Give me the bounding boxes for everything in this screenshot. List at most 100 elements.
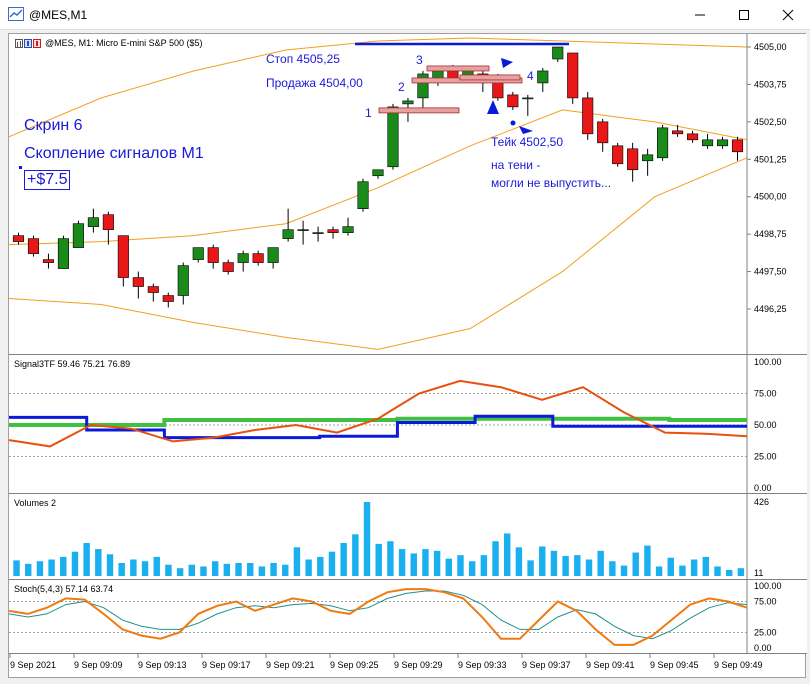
volume-bar	[48, 559, 55, 576]
minimize-button[interactable]	[678, 0, 722, 30]
volume-bar	[293, 547, 301, 576]
candle-bull	[402, 100, 414, 105]
signal-blue-line	[9, 414, 747, 440]
annotation-stop: Стоп 4505,25	[266, 52, 340, 66]
candle-bull	[177, 265, 189, 296]
candle-bull	[552, 46, 564, 60]
annotation-profit: +$7.5	[24, 170, 71, 190]
volume-bar	[130, 559, 137, 576]
signal-label: Signal3TF 59.46 75.21 76.89	[14, 359, 131, 369]
candle-bear	[162, 295, 174, 302]
volume-bar	[667, 557, 674, 576]
signal-axis-label: 50.00	[754, 420, 777, 430]
volume-bar	[480, 555, 488, 576]
volume-bar	[211, 561, 219, 576]
signal-axis-label: 25.00	[754, 452, 777, 462]
volume-bar	[200, 566, 207, 576]
price-tick-label: 4502,50	[754, 117, 787, 127]
time-tick-label: 9 Sep 09:33	[458, 660, 507, 670]
bollinger-middle	[8, 109, 748, 246]
price-tick-label: 4501,25	[754, 154, 787, 164]
volume-bar	[387, 541, 394, 576]
price-pane[interactable]: 4505,00 4503,75 4502,50 4501,25 4500,00 4498,…	[8, 34, 807, 355]
volume-bar	[644, 545, 651, 576]
volume-bar	[176, 568, 184, 576]
annotation-sell: Продажа 4504,00	[266, 76, 363, 90]
volumes-chart: 426 11	[13, 494, 769, 580]
time-tick-label: 9 Sep 09:13	[138, 660, 187, 670]
volume-bar	[574, 555, 581, 576]
stoch-chart: 100.00 75.00 25.00 0.00	[8, 580, 782, 654]
stoch-pane[interactable]: 100.00 75.00 25.00 0.00 Stoch(5,4,3) 57.14 …	[8, 580, 807, 654]
time-axis: 9 Sep 2021 9 Sep 09:09 9 Sep 09:13 9 Sep 09…	[9, 654, 807, 678]
candle-bear	[207, 247, 219, 263]
signal-chart: 100.00 75.00 50.00 25.00 0.00	[8, 355, 782, 494]
volume-bar	[153, 556, 160, 576]
volume-bar	[60, 556, 67, 576]
candle-bull	[57, 238, 69, 269]
close-icon	[782, 9, 794, 21]
chart-app-icon	[8, 7, 24, 21]
volumes-pane[interactable]: 426 11 Volumes 2	[9, 494, 807, 580]
candle-bear	[42, 259, 54, 263]
candle-bull	[372, 169, 384, 177]
volume-bar	[492, 541, 499, 576]
volume-bar	[375, 543, 382, 576]
signal-zone-bar	[378, 107, 460, 114]
chart-toolbar-icons[interactable]	[15, 38, 41, 48]
candle-bull	[702, 139, 714, 147]
symbol-header: @MES, M1: Micro E-mini S&P 500 ($5)	[15, 38, 203, 48]
volume-bar	[71, 551, 79, 576]
volume-bar	[235, 562, 242, 576]
bollinger-lower	[8, 157, 748, 350]
candle-bull	[417, 73, 429, 99]
volume-bar	[223, 563, 231, 576]
time-tick-label: 9 Sep 09:45	[650, 660, 699, 670]
bar-chart-icon	[15, 38, 23, 48]
volume-bar	[468, 561, 476, 576]
volume-bar	[550, 550, 558, 576]
volume-bar	[679, 565, 686, 576]
candle-bull	[297, 229, 309, 231]
minimize-icon	[695, 14, 705, 16]
candle-chart-icon	[24, 38, 32, 48]
stoch-axis-label: 75.00	[754, 597, 777, 607]
price-tick-label: 4497,50	[754, 267, 787, 277]
volume-bar	[562, 556, 569, 576]
volume-bar	[95, 549, 102, 576]
volume-bar	[328, 551, 336, 576]
signal-orange-line	[8, 379, 748, 448]
signal-zone-bar	[459, 74, 521, 81]
price-tick-label: 4496,25	[754, 304, 787, 314]
candle-bear	[597, 121, 609, 144]
volume-bar	[25, 563, 32, 576]
volume-bar	[655, 566, 663, 576]
annotation-shadow-2: могли не выпустить...	[491, 176, 612, 190]
volume-bar	[270, 562, 277, 576]
profit-marker	[19, 166, 22, 169]
volume-bar	[433, 550, 441, 576]
annotation-take: Тейк 4502,50	[491, 135, 563, 149]
annotation-num-2: 2	[398, 80, 405, 94]
candle-bear	[27, 238, 40, 254]
signal-axis-label: 0.00	[754, 483, 772, 493]
volume-bar	[597, 550, 604, 576]
signal-pane[interactable]: 100.00 75.00 50.00 25.00 0.00 Signal3TF 59.4…	[8, 355, 807, 494]
candle-bear	[582, 97, 594, 135]
maximize-button[interactable]	[722, 0, 766, 30]
time-tick-label: 9 Sep 09:09	[74, 660, 123, 670]
close-button[interactable]	[766, 0, 810, 30]
candle-bull	[87, 217, 99, 227]
candle-bull	[267, 247, 279, 263]
signal-green-line	[9, 416, 747, 427]
time-tick-label: 9 Sep 09:41	[586, 660, 635, 670]
price-tick-label: 4503,75	[754, 79, 787, 89]
line-chart-icon	[33, 38, 41, 48]
volume-axis-min: 11	[754, 568, 763, 578]
time-tick-label: 9 Sep 09:49	[714, 660, 763, 670]
annotation-shadow-1: на тени -	[491, 158, 541, 172]
volume-axis-max: 426	[754, 497, 769, 507]
volume-bar	[36, 561, 44, 576]
candle-bear	[102, 214, 114, 230]
volume-bar	[352, 534, 359, 576]
